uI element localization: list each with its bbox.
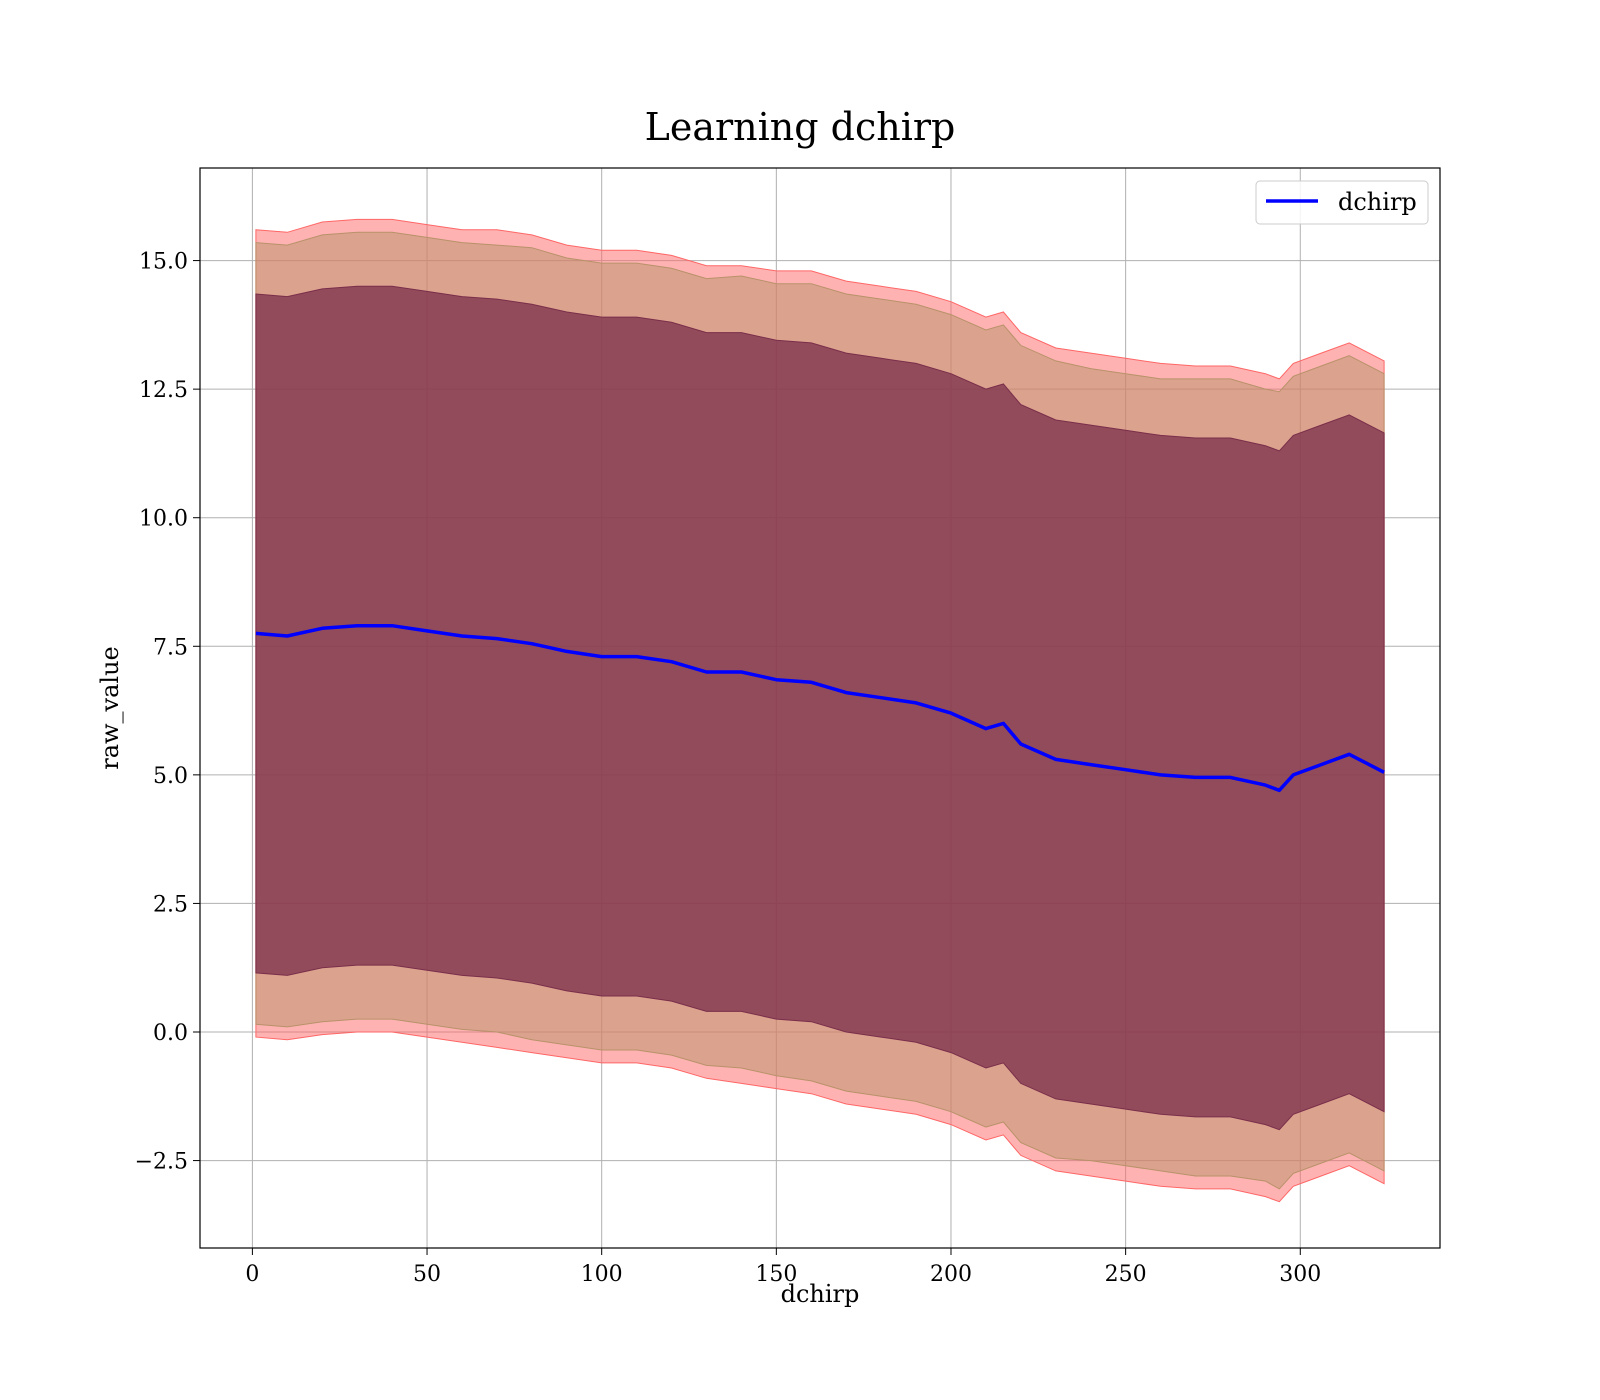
x-tick-label-1: 50 xyxy=(413,1262,441,1287)
x-tick-label-2: 100 xyxy=(581,1262,623,1287)
y-tick-label-4: 7.5 xyxy=(153,635,188,660)
y-tick-label-7: 15.0 xyxy=(139,250,188,275)
y-tick-label-1: 0.0 xyxy=(153,1021,188,1046)
series-line-0 xyxy=(255,623,1385,793)
confidence-bands xyxy=(255,218,1385,1203)
y-tick-label-6: 12.5 xyxy=(139,378,188,403)
x-tick-label-0: 0 xyxy=(245,1262,259,1287)
y-tick-label-3: 5.0 xyxy=(153,764,188,789)
y-tick-label-2: 2.5 xyxy=(153,892,188,917)
y-axis-label: raw_value xyxy=(96,646,124,770)
x-axis-label: dchirp xyxy=(781,1280,860,1308)
x-tick-label-4: 200 xyxy=(930,1262,972,1287)
legend: dchirp xyxy=(1255,180,1429,225)
chart-title: Learning dchirp xyxy=(645,105,956,149)
y-tick-label-0: −2.5 xyxy=(135,1150,188,1175)
legend-label-dchirp: dchirp xyxy=(1338,188,1417,216)
x-tick-label-6: 300 xyxy=(1279,1262,1321,1287)
band-2 xyxy=(255,285,1385,1131)
x-tick-label-5: 250 xyxy=(1105,1262,1147,1287)
series-lines xyxy=(255,623,1385,793)
x-tick-label-3: 150 xyxy=(755,1262,797,1287)
y-tick-label-5: 10.0 xyxy=(139,507,188,532)
axis-ticks: 0 50 100 150 200 250 300 −2.5 0.0 2.5 5.0 7.5 10.0 12… xyxy=(135,250,1322,1287)
plot-frame xyxy=(199,167,1441,1249)
legend-box xyxy=(1255,180,1429,225)
